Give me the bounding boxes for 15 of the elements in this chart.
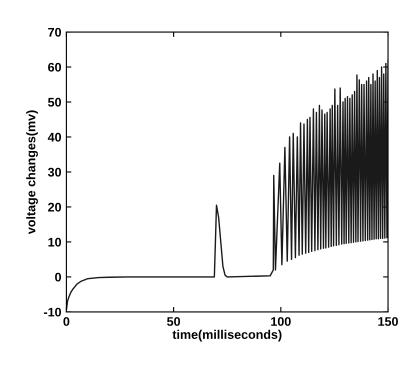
y-tick-label: 60 [48, 62, 62, 72]
y-tick-label: 20 [48, 202, 62, 212]
x-tick-label: 100 [271, 317, 291, 326]
y-axis-title: voltage changes(mv) [26, 110, 38, 234]
y-tick-label: -10 [44, 308, 62, 317]
x-tick-label: 50 [167, 317, 180, 326]
x-tick-label: 150 [378, 317, 398, 326]
y-tick-label: 0 [55, 272, 62, 282]
x-axis-title: time(milliseconds) [172, 330, 282, 342]
y-tick-label: 10 [48, 238, 62, 247]
y-tick-label: 70 [48, 28, 62, 37]
y-tick-label: 30 [48, 168, 62, 177]
y-tick-label: 50 [48, 98, 62, 107]
y-tick-label: 40 [48, 132, 62, 142]
x-tick-label: 0 [63, 317, 70, 326]
